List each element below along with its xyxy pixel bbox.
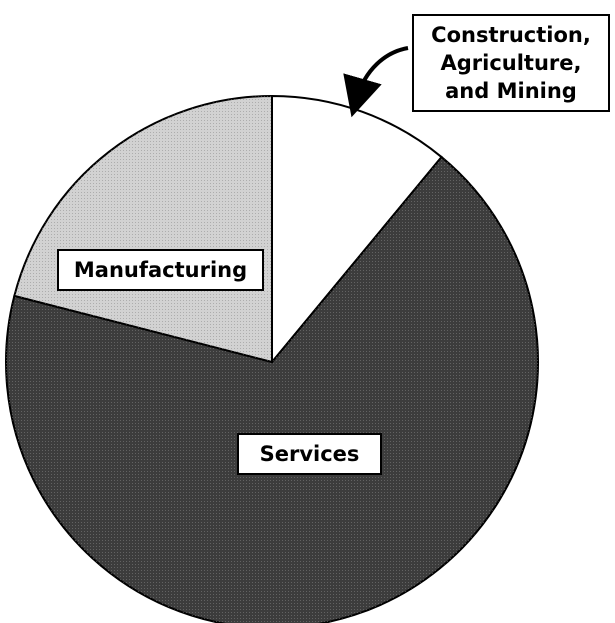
slice-label: Construction, Agriculture, and Mining xyxy=(412,14,610,112)
slice-label: Services xyxy=(237,433,382,475)
slice-texture xyxy=(14,96,273,362)
slice-label: Manufacturing xyxy=(57,249,264,291)
slices xyxy=(5,94,539,623)
callout-arrow xyxy=(343,46,409,118)
slice-texture xyxy=(6,157,538,623)
